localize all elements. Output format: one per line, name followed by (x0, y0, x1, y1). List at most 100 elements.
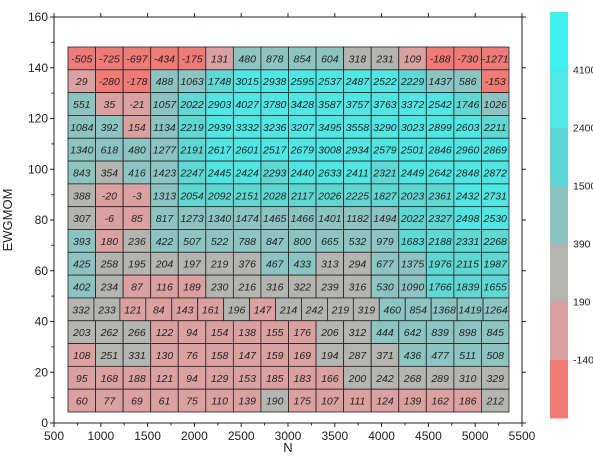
heatmap-cell-label: 233 (97, 304, 116, 316)
x-tick-label: 5000 (462, 429, 489, 443)
heatmap-cell-label: 85 (131, 213, 143, 225)
colorbar-band (550, 244, 568, 303)
heatmap-cell-label: 1090 (401, 282, 425, 294)
heatmap-cell-label: 1494 (373, 213, 397, 225)
x-tick-label: 500 (44, 429, 64, 443)
heatmap-cell-label: 2517 (262, 145, 288, 157)
heatmap-cell-label: -3 (132, 190, 141, 202)
heatmap-cell-label: 1683 (401, 236, 425, 248)
x-tick-label: 2500 (228, 429, 255, 443)
heatmap-cell-label: 551 (73, 99, 91, 111)
heatmap-cell-label: 2603 (455, 122, 480, 134)
heatmap-cell-label: 1437 (428, 76, 453, 88)
heatmap-cell-label: -697 (126, 53, 148, 65)
heatmap-cell-label: 2211 (483, 122, 507, 134)
heatmap-cell-label: 2537 (317, 76, 343, 88)
heatmap-cell-label: 2117 (290, 190, 315, 202)
x-tick-label: 5500 (509, 429, 536, 443)
heatmap-cell-label: 1827 (373, 190, 398, 202)
heatmap-cell-label: 3780 (263, 99, 287, 111)
heatmap-cell-label: 236 (127, 236, 146, 248)
heatmap-cell-label: 1766 (428, 282, 452, 294)
heatmap-cell-label: 2846 (427, 145, 452, 157)
heatmap-cell-label: -505 (71, 53, 92, 65)
y-axis-label: EWGMOM (0, 189, 15, 252)
heatmap-cell-label: 2225 (345, 190, 370, 202)
heatmap-cell-label: 2522 (372, 76, 397, 88)
heatmap-cell-label: -21 (129, 99, 144, 111)
heatmap-cell-label: 195 (128, 259, 146, 271)
heatmap-cell-label: 159 (266, 350, 284, 362)
heatmap-cell-label: 197 (183, 259, 202, 271)
heatmap-cell-label: 1655 (484, 282, 508, 294)
heatmap-cell-label: 121 (156, 373, 174, 385)
heatmap-cell-label: 318 (349, 53, 367, 65)
heatmap-cell-label: 131 (211, 53, 229, 65)
heatmap-cell-label: 158 (211, 350, 229, 362)
heatmap-cell-label: 854 (409, 304, 427, 316)
heatmap-cell-label: 239 (320, 282, 339, 294)
heatmap-cell-label: 3008 (318, 145, 342, 157)
heatmap-cell-label: 2501 (400, 145, 424, 157)
y-tick-label: 160 (28, 10, 48, 24)
heatmap-cell-label: 1466 (291, 213, 315, 225)
heatmap-cell-label: 2092 (207, 190, 232, 202)
heatmap-cell-label: 121 (124, 304, 142, 316)
heatmap-cell-label: 3290 (373, 122, 397, 134)
heatmap-cell-label: 316 (349, 282, 367, 294)
heatmap-cell-label: 203 (72, 327, 91, 339)
heatmap-cell-label: 2633 (317, 167, 342, 179)
x-tick-label: 3500 (321, 429, 348, 443)
heatmap-cell-label: 2424 (234, 167, 259, 179)
heatmap-cell-label: 2445 (207, 167, 232, 179)
heatmap-cell-label: 310 (459, 373, 477, 385)
heatmap-cell (481, 388, 510, 413)
heatmap-cell-label: 979 (376, 236, 394, 248)
heatmap-cell-label: 180 (101, 236, 119, 248)
heatmap-cell-label: 1368 (432, 304, 456, 316)
heatmap-cell-label: 2939 (207, 122, 232, 134)
heatmap-cell-label: 1134 (153, 122, 176, 134)
heatmap-cell-label: 3757 (346, 99, 371, 111)
heatmap-cell-label: 230 (210, 282, 229, 294)
heatmap-cell-label: 287 (348, 350, 368, 362)
heatmap-cell-label: 251 (100, 350, 119, 362)
heatmap-cell-label: 2188 (427, 236, 452, 248)
x-tick-label: 1500 (134, 429, 161, 443)
heatmap-cell-label: 77 (103, 396, 116, 408)
heatmap-cell-label: 376 (238, 259, 256, 271)
heatmap-cell-label: 354 (101, 167, 119, 179)
heatmap-cell-label: 2268 (483, 236, 508, 248)
heatmap-cell-label: 2579 (372, 145, 397, 157)
heatmap-cell-label: 3763 (373, 99, 397, 111)
heatmap-cell-label: 402 (73, 282, 91, 294)
heatmap-cell-label: 3587 (318, 99, 343, 111)
heatmap-cell-label: 1264 (484, 304, 508, 316)
heatmap-cell-label: 188 (128, 373, 146, 385)
heatmap-cell-label: -1271 (482, 53, 509, 65)
heatmap-cell-label: 322 (294, 282, 312, 294)
heatmap-cell-label: 2023 (400, 190, 425, 202)
heatmap-cell-label: 2899 (427, 122, 452, 134)
heatmap-cell-label: 2731 (483, 190, 507, 202)
heatmap-cell-label: 488 (156, 76, 174, 88)
heatmap-cell-label: 312 (349, 327, 367, 339)
heatmap-cell-label: -175 (182, 53, 203, 65)
heatmap-cell-label: 139 (404, 396, 422, 408)
heatmap-cell-label: 76 (186, 350, 198, 362)
heatmap-cell-label: 1375 (401, 259, 425, 271)
heatmap-cell-label: 1026 (484, 99, 508, 111)
heatmap-cell-label: 2934 (345, 145, 370, 157)
heatmap-cell-label: 2872 (483, 167, 508, 179)
heatmap-cell-label: 898 (459, 327, 477, 339)
heatmap-cell-label: 854 (294, 53, 312, 65)
colorbar-band (550, 12, 568, 71)
heatmap-cell-label: 1987 (484, 259, 509, 271)
heatmap-cell-label: 268 (403, 373, 422, 385)
heatmap-cell-label: 2293 (262, 167, 287, 179)
x-tick-label: 4500 (415, 429, 442, 443)
heatmap-cell-label: 480 (128, 145, 146, 157)
heatmap-cell-label: 460 (383, 304, 401, 316)
heatmap-cell-label: 1182 (346, 213, 369, 225)
